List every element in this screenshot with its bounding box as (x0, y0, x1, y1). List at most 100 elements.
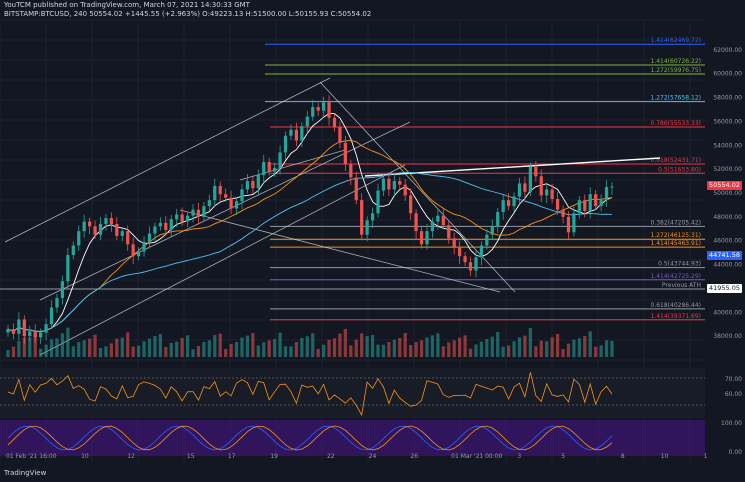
volume-bar (283, 346, 288, 357)
volume-bar (338, 333, 342, 357)
time-axis-label: 8 (621, 453, 625, 460)
volume-bar (496, 332, 500, 357)
volume-bar (294, 342, 299, 357)
candle-body (550, 189, 554, 199)
volume-bar (403, 333, 407, 357)
candle-body (104, 218, 108, 224)
volume-bar (343, 329, 347, 357)
volume-bar (305, 336, 309, 357)
time-axis-label: 01 Feb '21 16:00 (6, 453, 57, 460)
candle-body (55, 297, 59, 308)
price-axis-label: 46000.00 (713, 238, 742, 245)
volume-bar (398, 338, 402, 357)
volume-bar (604, 340, 609, 357)
candle-body (49, 307, 54, 325)
stoch-lower-label: 0.00 (729, 449, 743, 456)
stoch-upper-label: 100.00 (721, 420, 742, 427)
volume-bar (458, 337, 462, 357)
fib-level-label: 0.618(40286.44) (651, 302, 702, 309)
volume-bar (142, 341, 146, 357)
volume-bar (175, 341, 179, 357)
volume-bar (463, 335, 467, 357)
candle-body (251, 181, 255, 189)
candle-body (44, 324, 48, 333)
volume-bar (381, 344, 386, 357)
fib-level-label: 0.618(52431.71) (651, 157, 702, 164)
volume-bar (218, 333, 222, 357)
volume-bar (327, 339, 331, 357)
candle-body (534, 166, 538, 177)
volume-bar (452, 340, 456, 357)
candle-body (441, 215, 445, 226)
time-axis-label: 22 (327, 453, 335, 460)
rsi-panel (0, 368, 705, 418)
candle-body (458, 247, 462, 257)
volume-bar (566, 343, 571, 357)
volume-bar (66, 327, 70, 357)
fib-level-label: 0.5(51653.80) (658, 166, 701, 173)
time-axis-label: 10 (81, 453, 89, 460)
volume-bar (191, 349, 195, 357)
volume-bar (22, 337, 26, 357)
candle-body (332, 117, 337, 128)
volume-bar (468, 348, 473, 357)
volume-bar (147, 338, 152, 357)
rsi-current-label: 60.00 (725, 391, 742, 398)
volume-bar (6, 350, 10, 357)
volume-bar (550, 337, 554, 357)
candle-body (82, 221, 86, 232)
candle-body (430, 221, 435, 232)
volume-bar (213, 335, 217, 357)
candle-body (555, 198, 560, 210)
fib-level-label: Previous ATH (662, 282, 701, 289)
stoch-d-line (7, 425, 613, 451)
time-axis-label: 1 (704, 453, 708, 460)
candle-body (387, 178, 391, 190)
candle-body (300, 126, 304, 141)
stoch-panel (0, 420, 705, 456)
volume-bar (441, 346, 445, 357)
price-axis-label: 38000.00 (713, 333, 742, 340)
volume-bar (506, 345, 511, 357)
candle-body (169, 219, 173, 230)
volume-bar (256, 345, 260, 357)
candle-body (234, 201, 239, 209)
volume-bar (224, 349, 228, 357)
candle-body (512, 196, 516, 207)
candle-body (11, 328, 16, 334)
trend-line (4, 77, 331, 243)
price-axis-label: 56000.00 (713, 118, 742, 125)
candle-body (164, 222, 168, 230)
candle-body (240, 189, 244, 202)
volume-bar (414, 342, 418, 357)
candle-body (88, 221, 92, 227)
trend-line (39, 121, 411, 301)
candle-body (392, 181, 396, 190)
candle-body (354, 177, 358, 201)
candle-body (147, 233, 152, 242)
candle-body (126, 231, 130, 245)
candle-body (245, 181, 250, 190)
candle-body (109, 218, 114, 224)
volume-bar (39, 348, 43, 357)
volume-bar (278, 332, 282, 357)
volume-bar (436, 333, 440, 357)
volume-bar (153, 336, 157, 357)
candle-body (414, 213, 418, 232)
rsi-upper-label: 70.00 (725, 376, 742, 383)
time-axis-label: 10 (661, 453, 669, 460)
candle-body (447, 225, 451, 239)
candle-body (479, 245, 484, 258)
time-axis-label: 3 (517, 453, 521, 460)
candle-body (566, 216, 571, 233)
volume-bar (321, 344, 326, 357)
candle-body (28, 331, 32, 337)
fib-level-label: 1.414(60726.22) (651, 58, 702, 65)
time-axis-label: 01 Mar '21 00:00 (451, 453, 502, 460)
time-axis-label: 17 (228, 453, 236, 460)
candle-body (572, 213, 576, 233)
volume-bar (316, 349, 320, 357)
candle-body (398, 181, 402, 185)
fib-level-label: 1.414(42725.29) (651, 273, 702, 280)
